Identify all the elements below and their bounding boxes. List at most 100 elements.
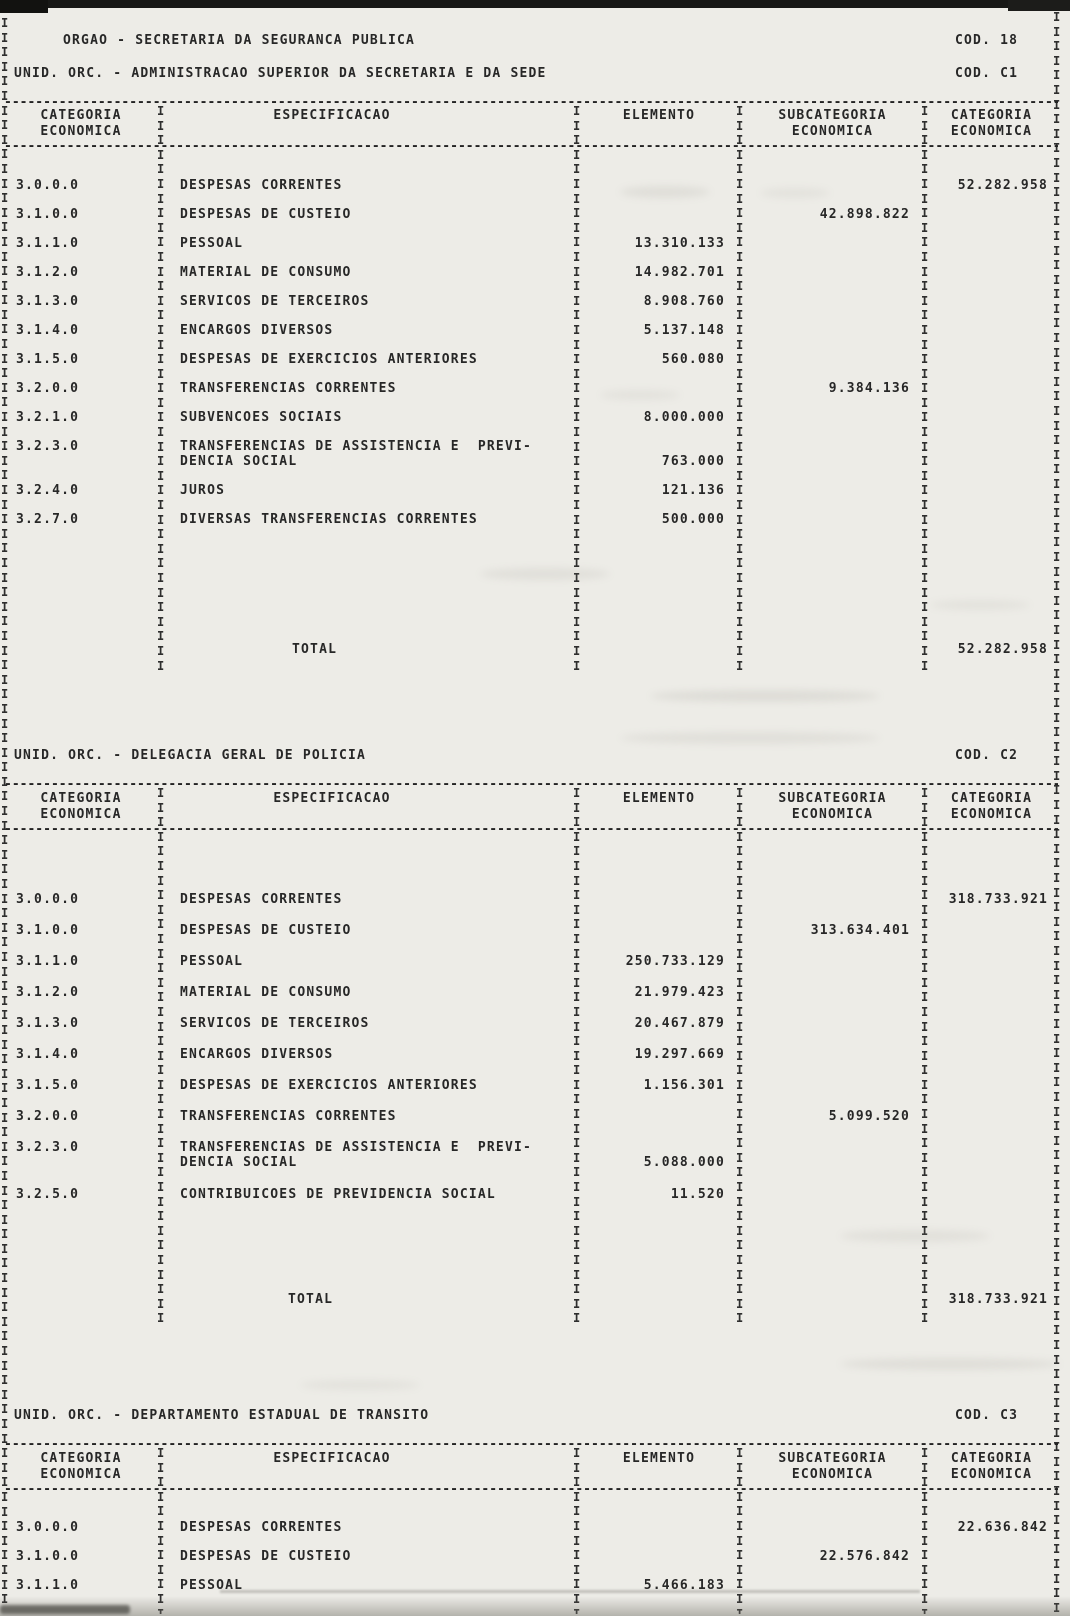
row-especificacao: DESPESAS DE CUSTEIO: [180, 923, 352, 938]
row-elemento-value: 5.088.000: [643, 1155, 725, 1170]
col-header-economica: ECONOMICA: [950, 124, 1033, 139]
table-row: 3.1.4.0 ENCARGOS DIVERSOS 19.297.669: [0, 1047, 1070, 1078]
row-code: 3.0.0.0: [16, 1520, 80, 1535]
row-code: 3.1.1.0: [16, 236, 80, 251]
row-especificacao: DESPESAS CORRENTES: [180, 1520, 343, 1535]
row-categoria-value: 52.282.958: [957, 178, 1048, 193]
row-code: 3.1.5.0: [16, 1078, 80, 1093]
table-row: 3.0.0.0 DESPESAS CORRENTES 318.733.921: [0, 892, 1070, 923]
col-header-economica: ECONOMICA: [950, 807, 1033, 822]
scan-smudge: [840, 1358, 1060, 1370]
column-separator: I I I I I I I I I I I I I I I I I I I I …: [921, 786, 929, 1324]
table-body-section-3: 3.0.0.0 DESPESAS CORRENTES 22.636.842 3.…: [0, 1494, 1070, 1607]
col-header-especificacao: ESPECIFICACAO: [273, 1451, 391, 1466]
scan-top-edge-bar: [0, 0, 1070, 8]
table-row: 3.1.1.0 PESSOAL 5.466.183: [0, 1578, 1070, 1607]
row-especificacao: DESPESAS DE EXERCICIOS ANTERIORES: [180, 1078, 478, 1093]
row-elemento-value: 21.979.423: [634, 985, 725, 1000]
column-separator: I I I I I I I I I I I I I I I I I I I I …: [921, 104, 929, 672]
row-subcategoria-value: 22.576.842: [819, 1549, 910, 1564]
column-separator: I I I I I I I I I I I I I I I I I I I I …: [736, 786, 744, 1324]
row-especificacao: TRANSFERENCIAS DE ASSISTENCIA E PREVI-: [180, 439, 533, 454]
col-header-categoria-economica: CATEGORIA: [40, 108, 122, 123]
col-header-economica: ECONOMICA: [40, 1467, 122, 1482]
row-elemento-value: 20.467.879: [634, 1016, 725, 1031]
horizontal-rule: ----------------------------------------…: [4, 1484, 1058, 1497]
column-separator: I I I I I I I I I I I I I I I I I I I I …: [157, 104, 165, 672]
scan-smudge: [760, 188, 830, 198]
scan-smudge: [650, 690, 880, 702]
col-header-economica: ECONOMICA: [40, 124, 122, 139]
row-categoria-value: 318.733.921: [948, 892, 1048, 907]
unit-line-1: UNID. ORC. - ADMINISTRACAO SUPERIOR DA S…: [14, 66, 547, 81]
col-header-economica: ECONOMICA: [791, 1467, 874, 1482]
table-row: 3.1.2.0 MATERIAL DE CONSUMO 14.982.701: [0, 265, 1070, 294]
row-code: 3.2.3.0: [16, 1140, 80, 1155]
row-code: 3.2.7.0: [16, 512, 80, 527]
row-code: 3.0.0.0: [16, 178, 80, 193]
row-especificacao: DIVERSAS TRANSFERENCIAS CORRENTES: [180, 512, 478, 527]
unit-line-3: UNID. ORC. - DEPARTAMENTO ESTADUAL DE TR…: [14, 1408, 430, 1423]
row-especificacao: PESSOAL: [180, 954, 244, 969]
row-especificacao: PESSOAL: [180, 1578, 244, 1593]
col-header-categoria-economica: CATEGORIA: [40, 1451, 122, 1466]
scan-smudge: [600, 390, 680, 400]
row-code: 3.2.0.0: [16, 1109, 80, 1124]
horizontal-rule: ----------------------------------------…: [4, 779, 1058, 792]
row-especificacao: JUROS: [180, 483, 226, 498]
row-code: 3.1.0.0: [16, 923, 80, 938]
row-especificacao: SUBVENCOES SOCIAIS: [180, 410, 343, 425]
col-header-especificacao: ESPECIFICACAO: [273, 108, 391, 123]
row-especificacao: PESSOAL: [180, 236, 244, 251]
row-elemento-value: 19.297.669: [634, 1047, 725, 1062]
col-header-categoria-economica: CATEGORIA: [40, 791, 122, 806]
scan-smudge: [930, 600, 1030, 610]
row-elemento-value: 1.156.301: [643, 1078, 725, 1093]
row-code: 3.0.0.0: [16, 892, 80, 907]
row-especificacao: DESPESAS DE CUSTEIO: [180, 207, 352, 222]
row-especificacao-line2: DENCIA SOCIAL: [180, 1155, 298, 1170]
unit-cod-3: COD. C3: [955, 1408, 1019, 1423]
row-code: 3.2.4.0: [16, 483, 80, 498]
row-elemento-value: 5.137.148: [643, 323, 725, 338]
row-especificacao: MATERIAL DE CONSUMO: [180, 985, 352, 1000]
table-row: 3.0.0.0 DESPESAS CORRENTES 52.282.958: [0, 178, 1070, 207]
row-especificacao: DESPESAS CORRENTES: [180, 178, 343, 193]
row-categoria-value: 22.636.842: [957, 1520, 1048, 1535]
horizontal-rule: ----------------------------------------…: [4, 97, 1058, 110]
row-code: 3.1.2.0: [16, 265, 80, 280]
unit-line-2: UNID. ORC. - DELEGACIA GERAL DE POLICIA: [14, 748, 367, 763]
row-especificacao: CONTRIBUICOES DE PREVIDENCIA SOCIAL: [180, 1187, 496, 1202]
column-separator: I I I I I I I I I I I I I I I I I I I I …: [736, 104, 744, 672]
row-elemento-value: 13.310.133: [634, 236, 725, 251]
column-separator: I I I I I I I I I I I I I I I I I I I I …: [573, 104, 581, 672]
row-especificacao: TRANSFERENCIAS DE ASSISTENCIA E PREVI-: [180, 1140, 533, 1155]
unit-cod-1: COD. C1: [955, 66, 1019, 81]
column-separator: I I I I I I I I I I I I: [573, 1446, 581, 1614]
table-row: 3.1.5.0 DESPESAS DE EXERCICIOS ANTERIORE…: [0, 352, 1070, 381]
row-especificacao: SERVICOS DE TERCEIROS: [180, 294, 370, 309]
col-header-elemento: ELEMENTO: [622, 791, 696, 806]
horizontal-rule: ----------------------------------------…: [4, 141, 1058, 154]
total-value: 318.733.921: [948, 1292, 1048, 1307]
row-especificacao: MATERIAL DE CONSUMO: [180, 265, 352, 280]
table-body-section-2: 3.0.0.0 DESPESAS CORRENTES 318.733.921 3…: [0, 836, 1070, 1218]
row-code: 3.1.4.0: [16, 323, 80, 338]
table-row: 3.1.2.0 MATERIAL DE CONSUMO 21.979.423: [0, 985, 1070, 1016]
row-code: 3.2.0.0: [16, 381, 80, 396]
col-header-subcategoria: SUBCATEGORIA: [778, 791, 887, 806]
table-row: 3.2.1.0 SUBVENCOES SOCIAIS 8.000.000: [0, 410, 1070, 439]
col-header-categoria: CATEGORIA: [950, 108, 1033, 123]
horizontal-rule: ----------------------------------------…: [4, 1439, 1058, 1452]
scan-smudge: [620, 732, 880, 744]
row-especificacao: TRANSFERENCIAS CORRENTES: [180, 1109, 397, 1124]
row-code: 3.1.4.0: [16, 1047, 80, 1062]
col-header-economica: ECONOMICA: [40, 807, 122, 822]
row-code: 3.2.5.0: [16, 1187, 80, 1202]
scan-top-right-mark: [1008, 0, 1070, 11]
total-label: TOTAL: [292, 642, 338, 657]
table-row: 3.2.7.0 DIVERSAS TRANSFERENCIAS CORRENTE…: [0, 512, 1070, 541]
scan-top-left-mark: [0, 0, 48, 13]
row-elemento-value: 11.520: [670, 1187, 725, 1202]
